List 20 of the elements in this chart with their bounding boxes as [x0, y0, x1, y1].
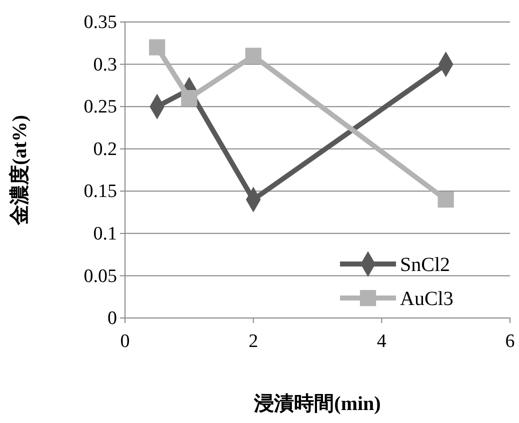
point	[181, 90, 198, 106]
y-tick-label: 0.05	[84, 266, 117, 287]
x-tick-label: 6	[505, 330, 515, 352]
x-tick-label: 4	[376, 330, 387, 352]
y-tick-label: 0.25	[84, 96, 117, 118]
y-axis-title: 金濃度(at%)	[8, 115, 31, 226]
y-tick-label: 0.2	[93, 138, 117, 160]
point	[245, 48, 262, 64]
y-tick-label: 0.15	[84, 181, 117, 202]
legend-label: AuCl3	[400, 288, 454, 310]
y-tick-label: 0.3	[93, 54, 117, 76]
y-tick-label: 0	[108, 308, 117, 330]
x-axis-title: 浸漬時間(min)	[253, 393, 381, 415]
x-tick-label: 2	[248, 330, 258, 352]
x-tick-label: 0	[120, 330, 130, 352]
point	[438, 192, 454, 208]
legend-label: SnCl2	[400, 254, 450, 276]
point	[149, 39, 166, 56]
y-tick-label: 0.1	[93, 224, 117, 245]
y-tick-label: 0.35	[84, 12, 117, 34]
